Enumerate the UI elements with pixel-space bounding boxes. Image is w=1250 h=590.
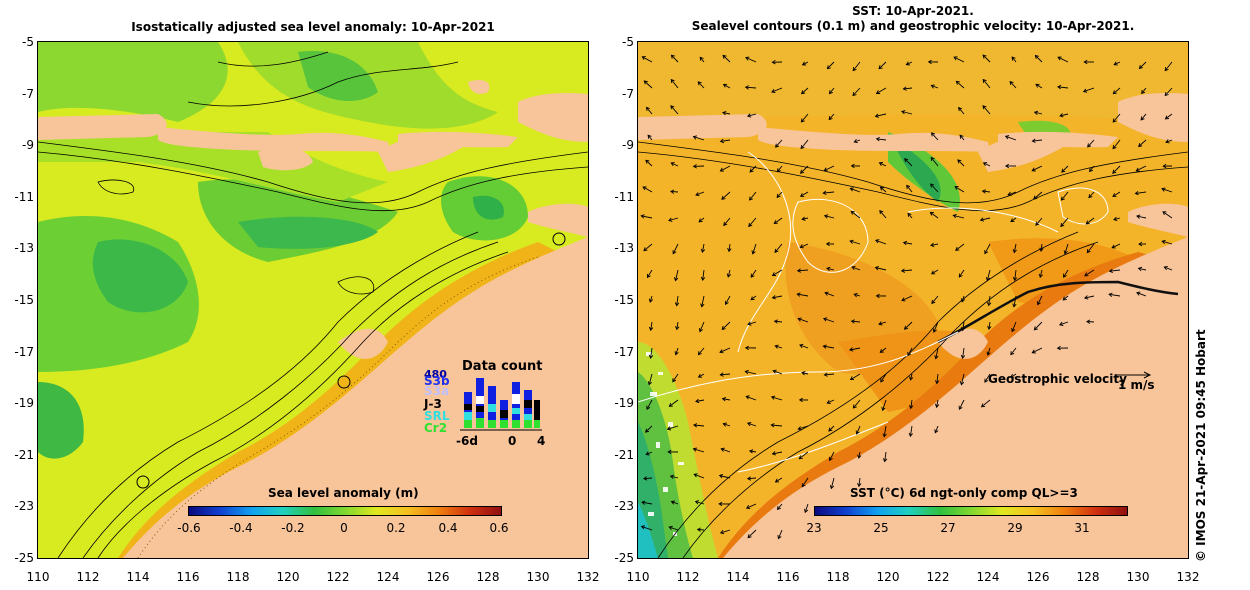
x-axis-tick-label: 124 [376,570,400,584]
y-axis-tick-label: -23 [14,499,34,514]
sst-colorbar-tick: 29 [1007,521,1023,535]
sat-overlap-label: 480 [424,368,447,381]
x-axis-tick-label: 126 [1026,570,1050,584]
y-axis-tick-label: -15 [14,293,34,307]
right-map-frame [637,41,1189,559]
sst-colorbar-tick: 27 [940,521,956,535]
y-axis-tick-label: -7 [22,86,34,101]
sat-label-s3b: S3b [424,374,450,388]
sla-colorbar-label: Sea level anomaly (m) [268,486,419,500]
right-panel-title-line1: SST: 10-Apr-2021. [852,4,974,18]
y-axis-tick-label: -25 [14,551,34,565]
sla-colorbar-tick: 0.6 [489,521,509,535]
y-axis-tick-label: -9 [622,138,634,153]
data-count-xtick-end: 4 [537,434,546,448]
data-count-xtick-zero: 0 [508,434,517,448]
sla-colorbar-tick: 0.2 [386,521,406,535]
x-axis-tick-label: 120 [876,570,900,584]
x-axis-tick-label: 110 [26,570,50,584]
x-axis-tick-label: 116 [176,570,200,584]
x-axis-tick-label: 118 [226,570,250,584]
sst-map-graphic [638,42,1188,558]
x-axis-tick-label: 122 [326,570,350,584]
y-axis-tick-label: -17 [14,344,34,359]
y-axis-tick-label: -17 [614,344,634,359]
sat-label-j3: J-3 [424,397,442,411]
y-axis-tick-label: -13 [14,241,34,256]
y-axis-tick-label: -21 [14,447,34,462]
x-axis-tick-label: 116 [776,570,800,584]
x-axis-tick-label: 114 [726,570,750,584]
sat-label-s3a: S3a [424,384,450,398]
data-count-xtick-start: -6d [456,434,478,448]
y-axis-tick-label: -11 [614,189,634,204]
x-axis-tick-label: 112 [76,570,100,584]
x-axis-tick-label: 132 [576,570,600,584]
x-axis-tick-label: 130 [526,570,550,584]
sla-colorbar-tick: -0.6 [177,521,201,535]
data-count-histogram [460,378,542,431]
sst-colorbar-tick: 31 [1074,521,1090,535]
sst-colorbar-tick: 23 [806,521,822,535]
data-count-title: Data count [462,359,543,374]
sla-colorbar-tick: -0.4 [229,521,253,535]
x-axis-tick-label: 126 [426,570,450,584]
velocity-legend-label: Geostrophic velocity [988,372,1127,386]
sst-colorbar-label: SST (°C) 6d ngt-only comp QL>=3 [850,486,1078,500]
x-axis-tick-label: 132 [1176,570,1200,584]
x-axis-tick-label: 120 [276,570,300,584]
y-axis-tick-label: -7 [622,86,634,101]
x-axis-tick-label: 122 [926,570,950,584]
imos-credit: © IMOS 21-Apr-2021 09:45 Hobart [1194,329,1208,562]
x-axis-tick-label: 112 [676,570,700,584]
y-axis-tick-label: -11 [14,189,34,204]
left-panel-title: Isostatically adjusted sea level anomaly… [131,20,495,34]
y-axis-tick-label: -15 [614,293,634,307]
sst-map [638,42,1188,558]
y-axis-tick-label: -5 [622,35,634,49]
y-axis-tick-label: -9 [22,138,34,153]
x-axis-tick-label: 110 [626,570,650,584]
x-axis-tick-label: 118 [826,570,850,584]
y-axis-tick-label: -25 [614,551,634,565]
x-axis-tick-label: 130 [1126,570,1150,584]
sst-colorbar [814,506,1128,516]
y-axis-tick-label: -23 [614,499,634,514]
sla-colorbar [188,506,502,516]
velocity-legend-scale: 1 m/s [1118,378,1155,392]
y-axis-tick-label: -13 [614,241,634,256]
sla-colorbar-tick: -0.2 [281,521,305,535]
right-panel-title-line2: Sealevel contours (0.1 m) and geostrophi… [691,19,1135,33]
sat-label-cr2: Cr2 [424,421,448,435]
x-axis-tick-label: 128 [476,570,500,584]
sea-level-anomaly-map [38,42,588,558]
velocity-scale-arrow [1116,371,1152,379]
x-axis-tick-label: 124 [976,570,1000,584]
sat-label-srl: SRL [424,409,450,423]
y-axis-tick-label: -21 [614,447,634,462]
left-map-frame [37,41,589,559]
y-axis-tick-label: -19 [614,396,634,411]
y-axis-tick-label: -5 [22,35,34,49]
y-axis-tick-label: -19 [14,396,34,411]
sla-colorbar-tick: 0 [340,521,348,535]
x-axis-tick-label: 114 [126,570,150,584]
sla-colorbar-tick: 0.4 [438,521,458,535]
x-axis-tick-label: 128 [1076,570,1100,584]
sst-colorbar-tick: 25 [873,521,889,535]
sla-map-graphic [38,42,588,558]
